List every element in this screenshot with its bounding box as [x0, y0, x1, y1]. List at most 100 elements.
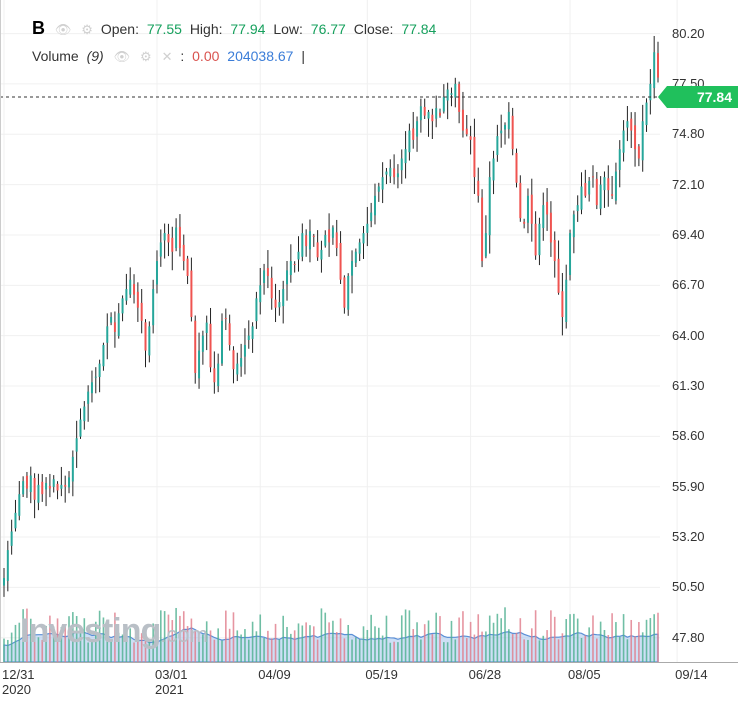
candle-down — [316, 242, 319, 258]
candle-up — [106, 326, 109, 343]
candle-up — [603, 177, 606, 191]
candle-down — [167, 234, 170, 243]
candle-up — [580, 186, 583, 210]
eye-icon[interactable]: 👁 — [113, 49, 131, 64]
volume-bar — [179, 615, 181, 662]
y-tick-label: 69.40 — [672, 226, 705, 242]
volume-bar — [305, 622, 307, 662]
candle-down — [232, 350, 235, 370]
eye-icon[interactable]: 👁 — [54, 22, 72, 37]
volume-bar — [462, 611, 464, 662]
volume-bar — [64, 626, 66, 662]
candle-down — [511, 115, 514, 150]
candle-down — [312, 235, 315, 237]
volume-bar — [469, 621, 472, 662]
candle-up — [542, 205, 545, 228]
volume-bar — [98, 610, 101, 662]
gear-icon[interactable]: ⚙ — [140, 49, 152, 64]
candle-down — [439, 112, 441, 116]
volume-bar — [137, 630, 139, 662]
volume-bar — [355, 637, 357, 662]
ticker-symbol: B — [32, 18, 45, 38]
volume-bar — [270, 638, 273, 662]
candle-down — [557, 258, 560, 293]
candle-up — [504, 124, 507, 130]
candle-down — [343, 277, 346, 308]
volume-bar — [152, 623, 154, 662]
volume-bar — [60, 627, 63, 662]
candle-down — [515, 152, 518, 183]
volume-bar — [228, 628, 231, 662]
volume-bar — [649, 618, 652, 662]
volume-bar — [446, 642, 449, 662]
candle-up — [496, 136, 499, 155]
volume-bar — [389, 642, 392, 662]
candle-up — [408, 130, 411, 153]
volume-bar — [320, 608, 323, 662]
candle-up — [282, 289, 285, 307]
volume-bar — [550, 610, 552, 662]
candle-down — [546, 201, 549, 215]
volume-bar — [641, 632, 644, 662]
volume-bars — [3, 607, 659, 663]
gear-icon[interactable]: ⚙ — [81, 22, 93, 37]
close-icon[interactable]: ✕ — [161, 49, 173, 64]
volume-bar — [599, 621, 602, 662]
candle-down — [41, 481, 44, 495]
candle-down — [144, 322, 147, 351]
volume-bar — [156, 638, 158, 662]
volume-bar — [263, 638, 265, 662]
volume-bar — [144, 639, 147, 662]
candle-up — [492, 158, 495, 181]
candle-up — [94, 376, 97, 378]
volume-bar — [339, 618, 342, 662]
candle-up — [366, 223, 369, 233]
candle-up — [18, 494, 21, 516]
candle-up — [649, 83, 652, 101]
volume-bar — [511, 634, 514, 662]
candle-down — [33, 477, 36, 500]
volume-bar — [278, 639, 281, 662]
candle-up — [152, 289, 155, 326]
candle-down — [328, 229, 331, 243]
candle-down — [637, 146, 640, 159]
y-tick-label: 72.10 — [672, 176, 705, 192]
candle-down — [473, 136, 476, 178]
volume-bar — [10, 632, 13, 662]
volume-value: 0.00 — [192, 48, 220, 64]
volume-bar — [94, 621, 97, 662]
candle-down — [611, 194, 614, 196]
candle-down — [465, 128, 468, 135]
grid-lines — [0, 0, 678, 662]
volume-bar — [580, 637, 583, 662]
volume-bar — [397, 642, 399, 662]
candle-up — [614, 171, 617, 201]
volume-bar — [190, 618, 193, 662]
candle-up — [507, 111, 510, 130]
candle-down — [186, 258, 189, 276]
candle-up — [618, 149, 621, 170]
x-tick-label: 06/28 — [468, 667, 502, 682]
volume-bar — [500, 618, 502, 662]
y-tick-label: 55.90 — [672, 478, 705, 494]
candle-down — [194, 320, 197, 373]
candle-up — [148, 326, 151, 356]
volume-bar — [622, 614, 625, 662]
volume-bar — [213, 639, 216, 662]
volume-bar — [37, 637, 40, 662]
candle-up — [396, 173, 399, 178]
volume-bar — [87, 642, 89, 662]
candle-up — [6, 550, 9, 581]
candle-down — [182, 244, 185, 262]
volume-bar — [75, 616, 78, 662]
volume-bar — [41, 639, 44, 662]
volume-bar — [645, 619, 648, 662]
volume-bar — [274, 623, 277, 662]
candle-up — [358, 242, 361, 254]
volume-bar — [163, 611, 166, 662]
volume-bar — [91, 639, 93, 662]
candle-down — [136, 291, 139, 308]
candle-up — [347, 275, 350, 310]
volume-bar — [351, 639, 353, 662]
